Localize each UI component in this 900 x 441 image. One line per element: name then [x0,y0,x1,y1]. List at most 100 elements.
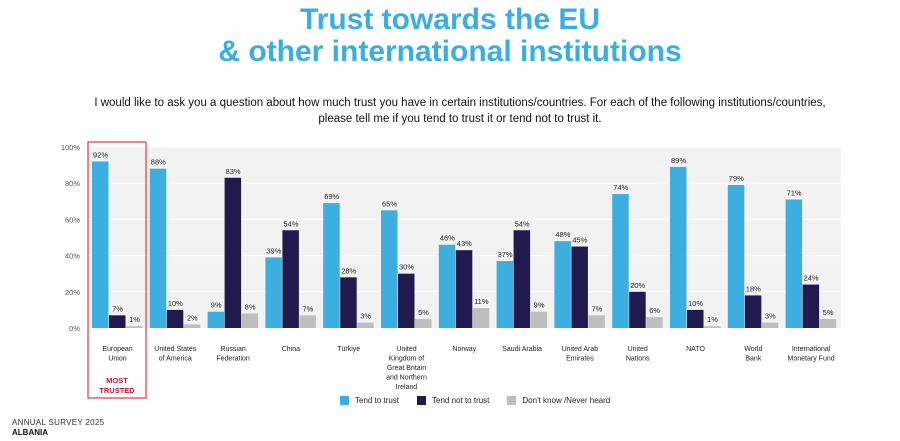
bar-1 [340,277,357,328]
bar-1 [629,291,646,328]
data-label: 45% [572,236,587,245]
category-label: World [744,346,762,353]
y-tick-label: 60% [65,215,80,224]
data-label: 10% [688,299,703,308]
bar-2 [588,315,605,328]
legend-label: Tend to trust [355,396,400,405]
data-label: 54% [283,219,298,228]
category-label: European [102,346,132,353]
data-label: 83% [226,167,241,176]
data-label: 7% [591,304,602,313]
bar-1 [109,315,126,328]
footer-country: ALBANIA [12,428,48,437]
data-label: 39% [266,246,281,255]
data-label: 9% [211,301,222,310]
y-tick-label: 80% [65,179,80,188]
category-label: Türkiye [337,346,360,353]
bar-0 [323,203,340,328]
category-label: Great Britain [387,365,426,372]
data-label: 30% [399,263,414,272]
data-label: 89% [671,156,686,165]
bar-1 [455,250,473,328]
most-trusted-label: MOST [106,376,128,385]
bar-0 [612,194,629,328]
y-tick-label: 40% [65,252,80,261]
data-label: 69% [324,192,339,201]
category-label: Kingdom of [389,356,424,363]
bar-0 [727,185,745,328]
category-label: Emirates [566,356,594,363]
category-label: United States [154,346,197,353]
bar-1 [513,230,531,328]
legend-label: Tend not to trust [432,396,490,405]
y-tick-label: 0% [69,324,80,333]
bar-1 [571,246,588,328]
data-label: 3% [360,312,371,321]
data-label: 20% [630,281,645,290]
bar-0 [438,244,456,328]
page-title-line2: & other international institutions [218,35,682,68]
page-title-line1: Trust towards the EU [299,3,601,36]
category-label: International [792,346,831,353]
category-label: Nations [626,356,650,363]
data-label: 5% [418,308,429,317]
category-label: Saudi Arabia [502,346,542,353]
category-label: Monetary Fund [788,356,835,363]
bar-chart: 0% 20% 40% 60% 80% 100% 92% 7% 1% European Union 88… [61,141,841,399]
data-label: 1% [707,315,718,324]
legend-item-not-trust: Tend not to trust [417,396,489,405]
bar-0 [496,261,514,328]
data-label: 46% [440,234,455,243]
data-label: 24% [804,274,819,283]
data-label: 74% [613,183,628,192]
y-tick-label: 20% [65,288,80,297]
bar-2 [761,322,779,328]
data-label: 43% [457,239,472,248]
legend-swatch [340,396,349,405]
data-label: 71% [787,188,802,197]
data-label: 7% [302,304,313,313]
highlight-box [87,141,147,399]
category-label: of America [159,356,192,363]
category-label: China [282,346,300,353]
data-label: 5% [823,308,834,317]
data-label: 10% [168,299,183,308]
footer-survey: ANNUAL SURVEY 2025 [12,418,105,427]
bar-2 [472,308,490,328]
bar-2 [819,318,837,328]
category-label: Bank [745,356,761,363]
legend-item-dont-know: Don't know /Never heard [507,396,610,405]
bar-0 [381,210,398,328]
chart-legend: Tend to trust Tend not to trust Don't kn… [340,396,610,405]
bar-2 [126,326,143,328]
data-label: 8% [245,303,256,312]
category-label: Russian [220,346,245,353]
data-label: 18% [746,284,761,293]
data-label: 1% [129,315,140,324]
category-label: Federation [216,356,250,363]
category-label: and Northern [386,375,427,382]
legend-swatch [507,396,517,405]
data-label: 48% [555,230,570,239]
bar-0 [149,168,167,328]
legend-item-trust: Tend to trust [340,396,399,405]
bar-2 [241,313,259,328]
bar-0 [785,199,803,328]
bar-0 [207,311,225,328]
category-label: Union [108,356,126,363]
bar-0 [670,166,687,328]
survey-question: I would like to ask you a question about… [94,97,826,125]
data-label: 37% [498,250,513,259]
data-label: 9% [534,301,545,310]
bar-0 [92,161,109,328]
bar-2 [704,326,721,328]
data-label: 6% [649,306,660,315]
data-label: 79% [729,174,744,183]
category-label: NATO [686,346,705,353]
bar-2 [646,317,663,328]
data-label: 65% [382,199,397,208]
bar-1 [398,273,415,328]
data-label: 3% [765,312,776,321]
legend-swatch [417,396,427,405]
bar-1 [282,230,299,328]
